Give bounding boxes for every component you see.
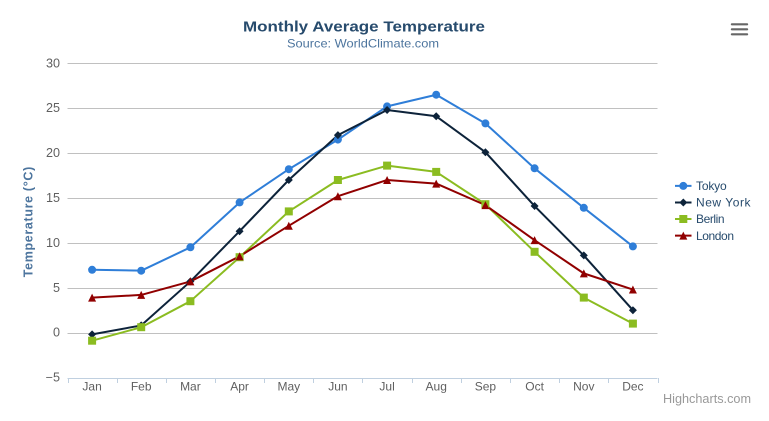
svg-text:20: 20 — [46, 146, 60, 160]
svg-text:Jul: Jul — [379, 380, 394, 394]
svg-text:30: 30 — [46, 56, 60, 70]
svg-text:Apr: Apr — [230, 380, 249, 394]
svg-text:London: London — [696, 229, 734, 243]
svg-text:−5: −5 — [46, 371, 60, 385]
svg-text:Nov: Nov — [573, 380, 594, 394]
svg-text:May: May — [277, 380, 300, 394]
svg-text:Aug: Aug — [426, 380, 447, 394]
svg-text:15: 15 — [46, 191, 60, 205]
svg-text:Monthly Average Temperature: Monthly Average Temperature — [243, 19, 485, 36]
svg-text:Highcharts.com: Highcharts.com — [663, 391, 751, 406]
svg-text:5: 5 — [53, 281, 60, 295]
svg-text:25: 25 — [46, 101, 60, 115]
svg-text:Dec: Dec — [622, 380, 643, 394]
svg-text:Jun: Jun — [328, 380, 347, 394]
svg-text:Jan: Jan — [82, 380, 101, 394]
svg-text:Mar: Mar — [180, 380, 201, 394]
svg-text:10: 10 — [46, 236, 60, 250]
svg-text:Sep: Sep — [475, 380, 497, 394]
svg-text:Source: WorldClimate.com: Source: WorldClimate.com — [287, 37, 439, 51]
svg-text:Feb: Feb — [131, 380, 152, 394]
svg-text:New York: New York — [696, 196, 752, 210]
svg-text:Tokyo: Tokyo — [696, 179, 727, 193]
svg-text:Berlin: Berlin — [696, 212, 725, 226]
svg-text:0: 0 — [53, 326, 60, 340]
svg-text:Oct: Oct — [525, 380, 544, 394]
svg-text:Temperature (°C): Temperature (°C) — [22, 167, 36, 278]
